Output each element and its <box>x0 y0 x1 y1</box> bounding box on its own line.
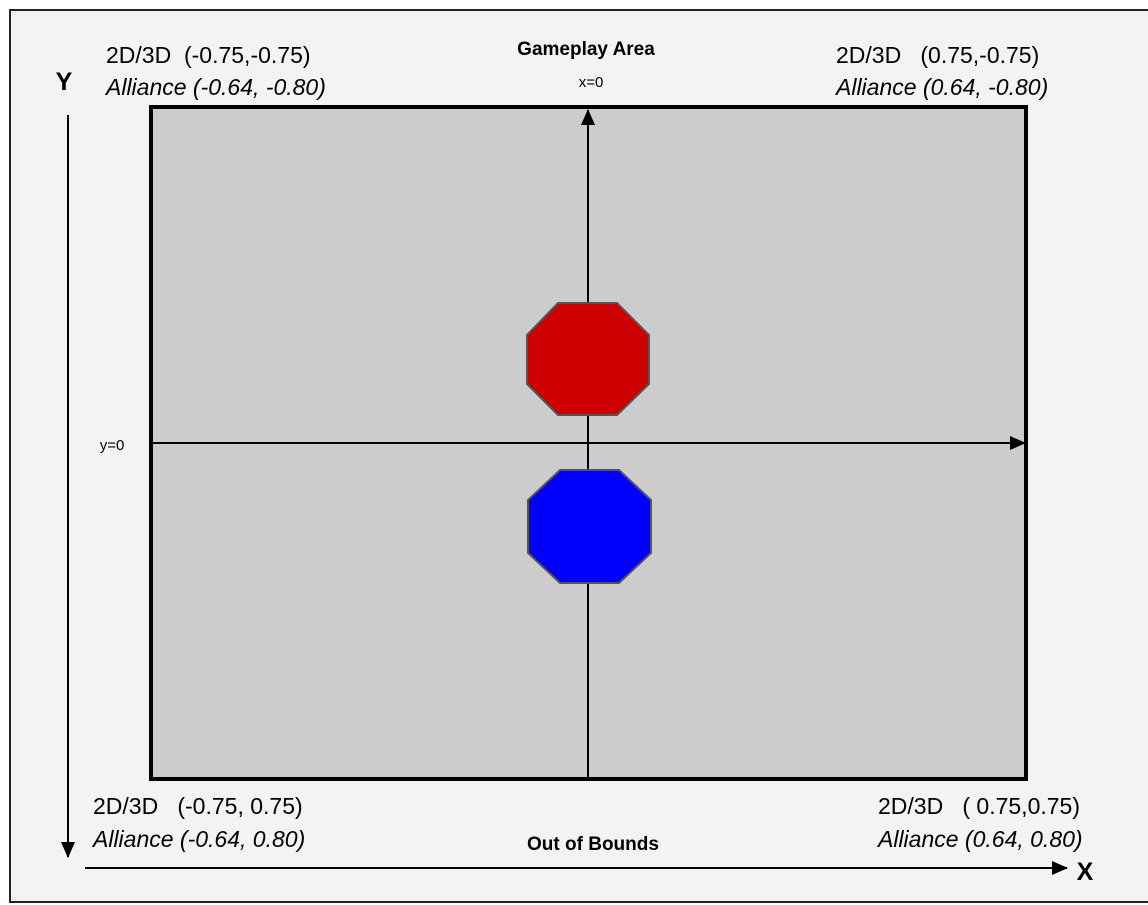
footer: Out of Bounds <box>527 834 659 855</box>
corner-coords: 2D/3D (-0.75, 0.75) <box>93 793 303 819</box>
blue-octagon <box>527 469 652 584</box>
corner-alliance: Alliance (0.64, 0.80) <box>876 826 1083 852</box>
corner-alliance: Alliance (-0.64, -0.80) <box>104 74 326 100</box>
y-origin-label: y=0 <box>100 437 125 454</box>
x-axis-label: X <box>1077 858 1094 886</box>
red-octagon <box>526 302 650 416</box>
corner-alliance: Alliance (-0.64, 0.80) <box>91 826 305 852</box>
corner-alliance: Alliance (0.64, -0.80) <box>834 74 1048 100</box>
title: Gameplay Area <box>517 39 655 60</box>
y-axis-label: Y <box>56 68 73 96</box>
x-origin-label: x=0 <box>579 74 604 91</box>
corner-coords: 2D/3D ( 0.75,0.75) <box>878 793 1080 819</box>
corner-coords: 2D/3D (-0.75,-0.75) <box>106 42 311 68</box>
corner-coords: 2D/3D (0.75,-0.75) <box>836 42 1039 68</box>
